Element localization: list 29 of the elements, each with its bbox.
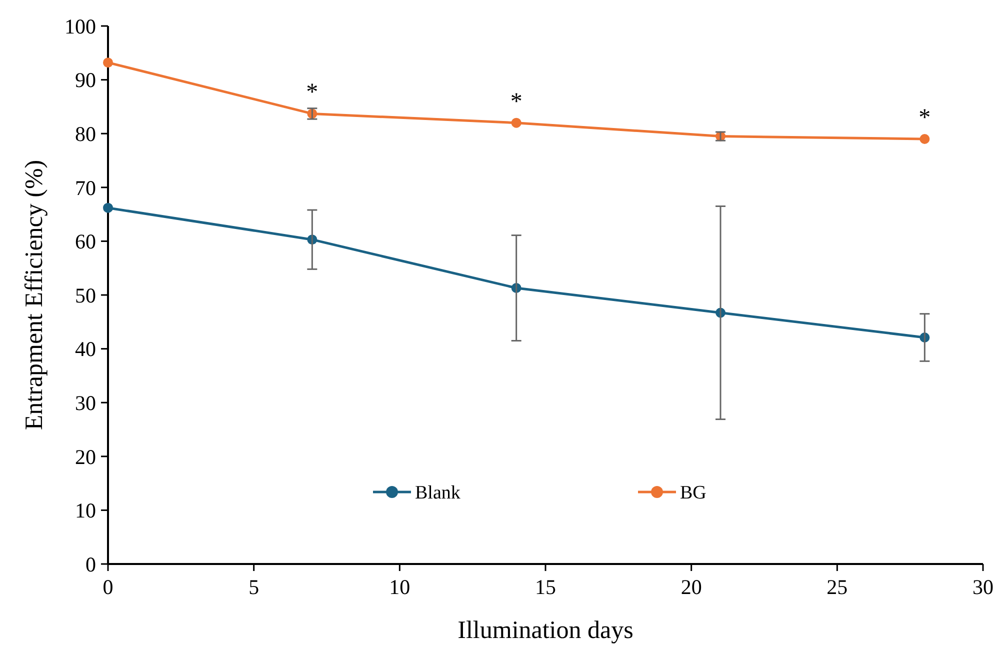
x-axis-title: Illumination days	[458, 617, 634, 644]
x-tick-label: 10	[389, 575, 410, 599]
x-tick-label: 20	[680, 575, 702, 599]
x-tick-label: 15	[535, 575, 556, 599]
y-axis-title: Entrapment Efficiency (%)	[21, 160, 48, 430]
legend-label: Blank	[415, 482, 461, 504]
y-tick-label: 60	[75, 230, 96, 254]
y-tick-label: 20	[75, 444, 96, 469]
x-tick-label: 5	[248, 575, 260, 599]
y-tick-label: 100	[64, 14, 96, 38]
legend-label: BG	[680, 482, 707, 504]
point	[103, 58, 113, 68]
y-tick-label: 10	[75, 498, 96, 523]
y-tick-label: 80	[75, 122, 96, 146]
point	[920, 134, 930, 144]
y-tick-label: 70	[75, 176, 96, 200]
x-tick-label: 30	[972, 575, 994, 599]
x-tick-label: 0	[102, 575, 114, 599]
y-tick-label: 50	[75, 283, 96, 308]
y-tick-label: 0	[86, 552, 96, 576]
point	[511, 118, 522, 128]
y-tick-label: 90	[75, 68, 96, 92]
y-tick-label: 30	[75, 390, 96, 415]
x-tick-label: 25	[826, 575, 848, 599]
annotation: *	[306, 80, 318, 106]
y-tick-label: 40	[75, 337, 96, 362]
annotation: *	[918, 104, 931, 131]
annotation: *	[510, 88, 522, 115]
point	[103, 202, 113, 213]
